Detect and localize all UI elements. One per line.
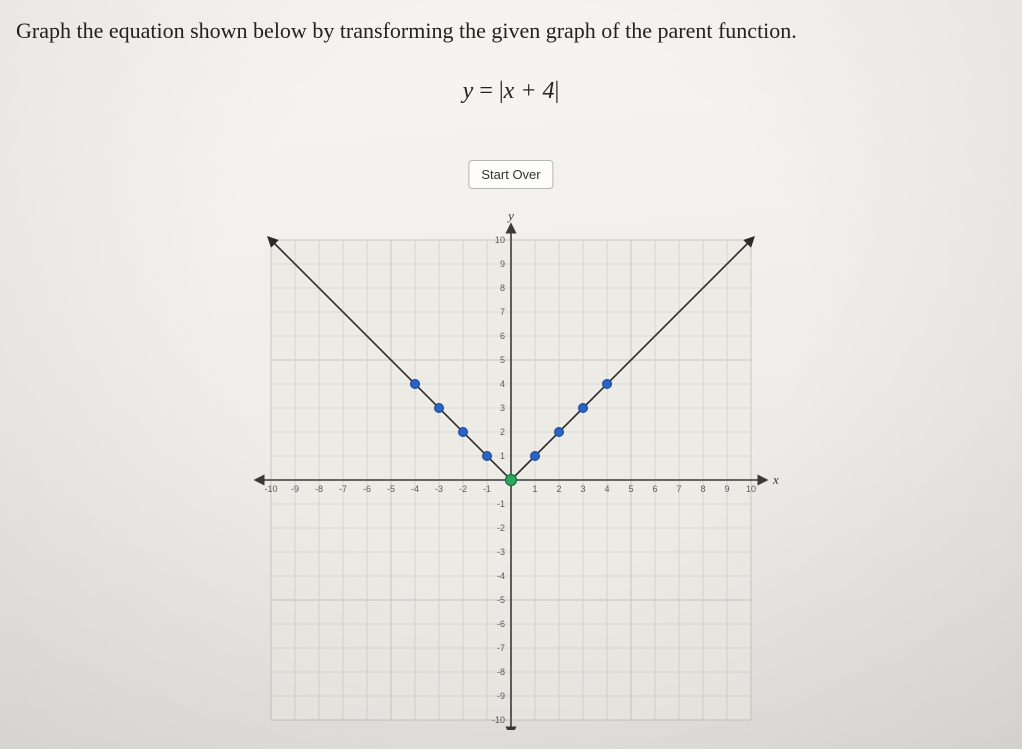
svg-text:9: 9 — [724, 484, 729, 494]
svg-text:6: 6 — [652, 484, 657, 494]
svg-text:-6: -6 — [363, 484, 371, 494]
svg-text:7: 7 — [500, 307, 505, 317]
x-axis-label: x — [772, 472, 779, 487]
svg-text:-9: -9 — [291, 484, 299, 494]
start-over-button[interactable]: Start Over — [468, 160, 553, 189]
equation-inner: x + 4 — [504, 78, 555, 104]
svg-text:5: 5 — [628, 484, 633, 494]
drag-point[interactable] — [531, 452, 540, 461]
svg-text:4: 4 — [604, 484, 609, 494]
svg-text:5: 5 — [500, 355, 505, 365]
svg-text:1: 1 — [532, 484, 537, 494]
drag-point[interactable] — [459, 428, 468, 437]
svg-text:8: 8 — [700, 484, 705, 494]
svg-text:3: 3 — [580, 484, 585, 494]
svg-text:-8: -8 — [497, 667, 505, 677]
equation-lhs: y — [463, 78, 474, 104]
svg-text:-5: -5 — [387, 484, 395, 494]
svg-text:-7: -7 — [339, 484, 347, 494]
svg-text:3: 3 — [500, 403, 505, 413]
svg-text:1: 1 — [500, 451, 505, 461]
drag-point[interactable] — [603, 380, 612, 389]
question-prompt: Graph the equation shown below by transf… — [16, 18, 1006, 44]
svg-text:-9: -9 — [497, 691, 505, 701]
svg-text:9: 9 — [500, 259, 505, 269]
svg-text:10: 10 — [746, 484, 756, 494]
drag-point[interactable] — [483, 452, 492, 461]
svg-text:-1: -1 — [497, 499, 505, 509]
svg-text:2: 2 — [556, 484, 561, 494]
svg-text:2: 2 — [500, 427, 505, 437]
svg-text:10: 10 — [495, 235, 505, 245]
drag-point[interactable] — [579, 404, 588, 413]
chart-svg[interactable]: -10 -9 -8 -7 -6 -5 -4 -3 -2 -1 1 2 3 4 5 6 7 8 9 10 1 2 3 4 5 6 7 8… — [231, 210, 791, 730]
drag-point[interactable] — [555, 428, 564, 437]
abs-close: | — [555, 78, 560, 104]
svg-text:-3: -3 — [435, 484, 443, 494]
svg-text:8: 8 — [500, 283, 505, 293]
svg-text:4: 4 — [500, 379, 505, 389]
svg-text:6: 6 — [500, 331, 505, 341]
svg-text:-1: -1 — [483, 484, 491, 494]
drag-point[interactable] — [411, 380, 420, 389]
svg-text:-4: -4 — [497, 571, 505, 581]
vertex-point[interactable] — [506, 475, 517, 486]
y-axis-label: y — [506, 210, 514, 223]
drag-point[interactable] — [435, 404, 444, 413]
svg-text:-2: -2 — [497, 523, 505, 533]
svg-text:-10: -10 — [264, 484, 277, 494]
svg-text:-7: -7 — [497, 643, 505, 653]
svg-text:-5: -5 — [497, 595, 505, 605]
equation-display: y = |x + 4| — [0, 78, 1022, 105]
svg-text:-10: -10 — [492, 715, 505, 725]
svg-text:7: 7 — [676, 484, 681, 494]
svg-text:-3: -3 — [497, 547, 505, 557]
svg-text:-8: -8 — [315, 484, 323, 494]
svg-text:-4: -4 — [411, 484, 419, 494]
svg-text:-2: -2 — [459, 484, 467, 494]
equals-sign: = — [479, 78, 499, 104]
coordinate-plane[interactable]: -10 -9 -8 -7 -6 -5 -4 -3 -2 -1 1 2 3 4 5 6 7 8 9 10 1 2 3 4 5 6 7 8… — [231, 210, 791, 730]
svg-text:-6: -6 — [497, 619, 505, 629]
